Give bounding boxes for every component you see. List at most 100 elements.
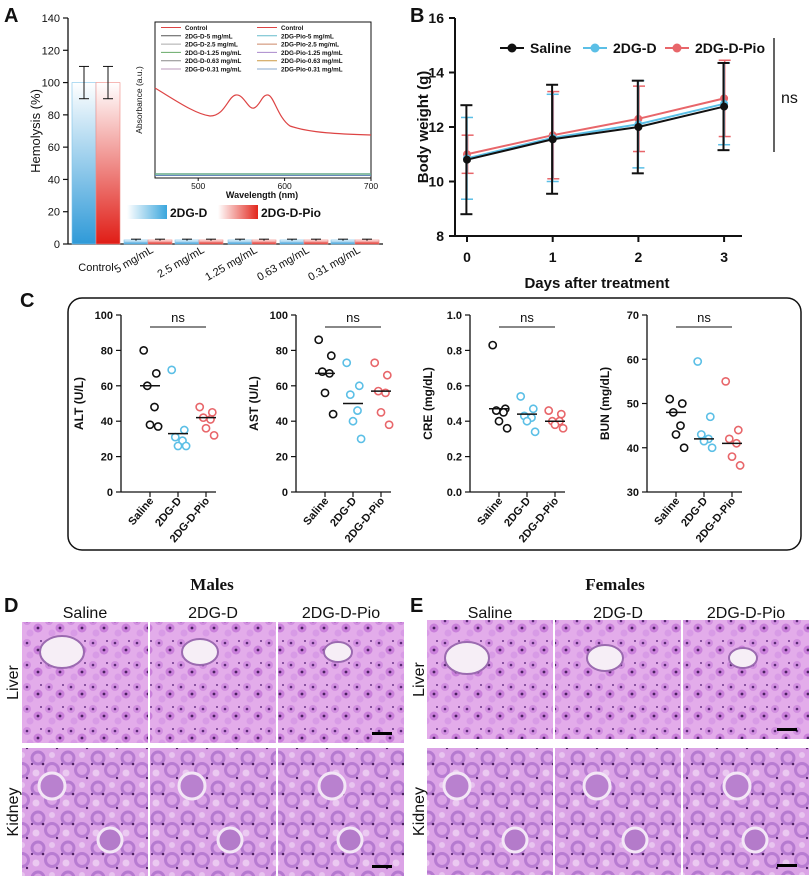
c-y-tick-label: 80 (276, 345, 288, 357)
c-data-point (724, 434, 734, 444)
b-point (548, 135, 557, 144)
females-title: Females (585, 575, 645, 594)
c-data-point (173, 441, 183, 451)
inset-frame (154, 21, 372, 179)
c-data-point (370, 358, 380, 368)
histo-row-label: Kidney (5, 788, 22, 837)
inset-x-tick-label: 500 (191, 181, 205, 191)
c-data-point (735, 461, 745, 470)
c-y-tick-label: 40 (101, 416, 113, 428)
b-legend-marker (672, 43, 682, 53)
c-y-tick-label: 100 (95, 310, 113, 322)
c-data-point (179, 425, 189, 435)
b-x-tick-label: 0 (463, 249, 471, 265)
c-data-point (693, 357, 703, 366)
c-data-point (556, 409, 566, 419)
c-y-label: ALT (U/L) (72, 377, 86, 430)
c-category-label: Saline (475, 495, 505, 528)
c-data-point (153, 422, 163, 431)
c-data-point (705, 412, 715, 422)
c-data-point (671, 430, 681, 439)
liver-vessel (728, 647, 758, 669)
liver-micrograph (150, 622, 276, 743)
kidney-glomerulus (96, 826, 124, 854)
scale-bar (372, 865, 392, 868)
histology-panels: Males Females Saline 2DG-D 2DG-D-Pio Liver K… (5, 575, 809, 876)
c-y-tick-label: 70 (627, 310, 639, 322)
c-data-point (145, 420, 155, 430)
inset-x-tick-label: 600 (278, 181, 292, 191)
c-y-tick-label: 0.6 (447, 381, 462, 393)
c-data-point (721, 376, 731, 386)
liver-micrograph (555, 620, 681, 739)
c-y-tick-label: 0.4 (447, 416, 463, 428)
b-x-label: Days after treatment (524, 275, 669, 292)
c-category-label: Saline (301, 495, 331, 528)
a-legend-label-blue: 2DG-D (170, 206, 208, 220)
c-y-tick-label: 80 (101, 345, 113, 357)
panel-label-d: D (4, 595, 18, 617)
panel-label-a: A (4, 5, 18, 27)
c-category-label: Saline (126, 495, 156, 528)
c-y-tick-label: 20 (276, 452, 288, 464)
a-y-tick-label: 80 (48, 110, 60, 122)
a-y-label: Hemolysis (%) (28, 89, 43, 173)
inset-legend-label: 2DG-Pio-5 mg/mL (281, 33, 334, 40)
a-category-label: 5 mg/mL (112, 244, 155, 276)
c-data-point (530, 427, 540, 437)
a-category-label: 0.63 mg/mL (255, 244, 311, 283)
c-y-tick-label: 0 (107, 487, 113, 499)
a-y-tick-label: 0 (54, 239, 60, 251)
c-y-label: BUN (mg/dL) (598, 367, 612, 440)
kidney-micrograph (683, 748, 809, 875)
inset-legend-label: 2DG-Pio-0.31 mg/mL (281, 67, 343, 74)
inset-y-label: Absorbance (a.u.) (134, 66, 144, 134)
panel-label-b: B (410, 5, 424, 27)
c-data-point (382, 370, 392, 380)
absorbance-inset: Absorbance (a.u.) Wavelength (nm) 500 600… (134, 21, 378, 200)
c-data-point (345, 390, 355, 400)
kidney-glomerulus (722, 771, 752, 801)
c-data-point (356, 434, 366, 444)
c-data-point (207, 407, 217, 417)
a-legend-swatch-blue (127, 205, 167, 219)
c-data-point (558, 423, 568, 433)
c-y-label: CRE (mg/dL) (421, 367, 435, 440)
a-y-tick-label: 100 (42, 78, 60, 90)
c-ns-label: ns (697, 310, 711, 325)
c-y-tick-label: 0.8 (447, 345, 462, 357)
inset-x-label: Wavelength (nm) (226, 190, 298, 200)
kidney-glomerulus (216, 826, 244, 854)
c-data-point (550, 420, 560, 430)
c-data-point (516, 392, 526, 401)
b-point (634, 123, 643, 131)
kidney-micrograph (22, 748, 148, 876)
c-data-point (522, 416, 532, 426)
kidney-glomerulus (336, 826, 364, 854)
males-title: Males (190, 575, 234, 594)
c-data-point (206, 415, 215, 424)
scale-bar (777, 864, 797, 867)
c-data-point (488, 340, 498, 350)
histo-row-label: Liver (5, 664, 22, 699)
inset-legend-label: 2DG-D-1.25 mg/mL (185, 50, 241, 57)
a-y-tick-label: 20 (48, 207, 60, 219)
c-data-point (528, 404, 538, 414)
kidney-glomerulus (37, 771, 67, 801)
a-category-label: Control (78, 262, 113, 274)
c-data-point (151, 369, 161, 378)
b-legend-marker (507, 43, 517, 53)
histo-column-title: 2DG-D-Pio (707, 605, 785, 622)
inset-legend-label: 2DG-Pio-1.25 mg/mL (281, 50, 343, 57)
c-ns-label: ns (346, 310, 360, 325)
c-data-point (733, 425, 743, 435)
c-data-point (328, 409, 338, 419)
b-legend-marker (590, 43, 600, 53)
kidney-glomerulus (501, 826, 529, 854)
histo-column-title: 2DG-D (593, 605, 643, 622)
c-data-point (384, 420, 394, 430)
inset-legend-label: Control (185, 25, 208, 32)
b-y-tick-label: 12 (428, 119, 444, 135)
kidney-micrograph (278, 748, 404, 876)
b-ns-label: ns (781, 90, 798, 107)
